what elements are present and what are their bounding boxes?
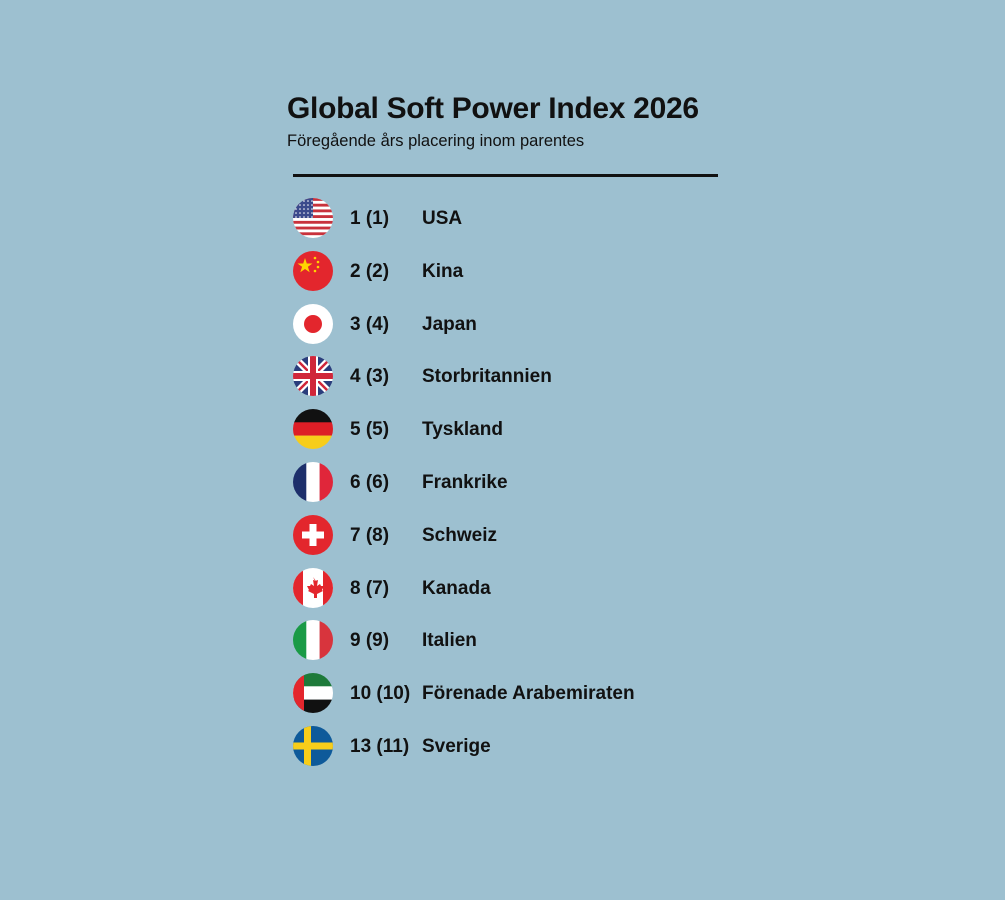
country-name: Frankrike: [422, 471, 508, 493]
rank: 1 (1): [350, 208, 390, 229]
list-item: 1 (1) USA: [293, 197, 713, 250]
gb-flag-icon: [293, 356, 333, 397]
jp-flag-icon: [293, 303, 333, 344]
rank: 9 (9): [350, 630, 390, 652]
de-flag-icon: [293, 409, 333, 450]
list-item: 6 (6) Frankrike: [293, 461, 713, 514]
country-name: Storbritannien: [422, 366, 552, 388]
rank: 5 (5): [350, 419, 390, 441]
country-name: Förenade Arabemiraten: [422, 683, 635, 705]
rank: 10 (10): [350, 683, 411, 705]
country-name: Italien: [422, 630, 477, 652]
fr-flag-icon: [293, 461, 333, 502]
list-item: 9 (9) Italien: [293, 619, 713, 672]
rank: 3 (4): [350, 313, 390, 335]
subtitle: Föregående års placering inom parentes: [287, 132, 585, 150]
rank: 2 (2): [350, 260, 390, 282]
rank: 6 (6): [350, 471, 390, 493]
list-item: 4 (3) Storbritannien: [293, 355, 713, 408]
divider: [293, 174, 718, 177]
us-flag-icon: [293, 198, 333, 238]
it-flag-icon: [293, 620, 333, 661]
rank: 7 (8): [350, 524, 390, 546]
list-item: 8 (7) Kanada: [293, 567, 713, 620]
ch-flag-icon: [293, 514, 333, 555]
country-name: Schweiz: [422, 524, 497, 546]
rank: 13 (11): [350, 735, 410, 757]
list-item: 7 (8) Schweiz: [293, 514, 713, 567]
list-item: 13 (11) Sverige: [293, 725, 713, 778]
cn-flag-icon: [293, 250, 333, 291]
country-name: Kina: [422, 260, 464, 282]
ae-flag-icon: [293, 673, 333, 714]
list-item: 2 (2) Kina: [293, 250, 713, 303]
country-name: Kanada: [422, 577, 491, 599]
country-name: Japan: [422, 313, 477, 335]
se-flag-icon: [293, 725, 333, 766]
list-item: 10 (10) Förenade Arabemiraten: [293, 672, 713, 725]
rank: 8 (7): [350, 577, 390, 599]
list-item: 5 (5) Tyskland: [293, 408, 713, 461]
country-name: USA: [422, 208, 463, 229]
ranking-card: Global Soft Power Index 2026 Föregående …: [287, 92, 727, 766]
ranking-list: 1 (1) USA 2 (2) Kina 3 (4) Japan 4 (3) S…: [293, 197, 713, 778]
ca-flag-icon: [293, 567, 333, 608]
rank: 4 (3): [350, 366, 390, 388]
list-item: 3 (4) Japan: [293, 303, 713, 356]
country-name: Sverige: [422, 735, 491, 757]
page-title: Global Soft Power Index 2026: [287, 92, 699, 125]
country-name: Tyskland: [422, 419, 503, 441]
